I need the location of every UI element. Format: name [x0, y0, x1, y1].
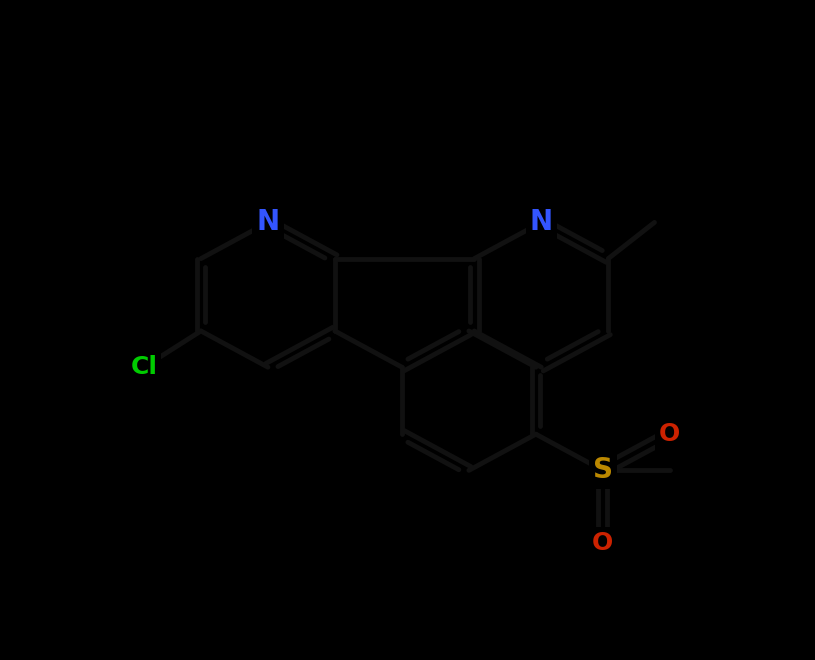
Text: N: N	[530, 209, 553, 236]
Text: N: N	[257, 209, 280, 236]
Text: Cl: Cl	[130, 355, 157, 380]
Text: O: O	[659, 422, 681, 446]
Text: O: O	[593, 531, 614, 555]
Text: S: S	[593, 456, 613, 484]
